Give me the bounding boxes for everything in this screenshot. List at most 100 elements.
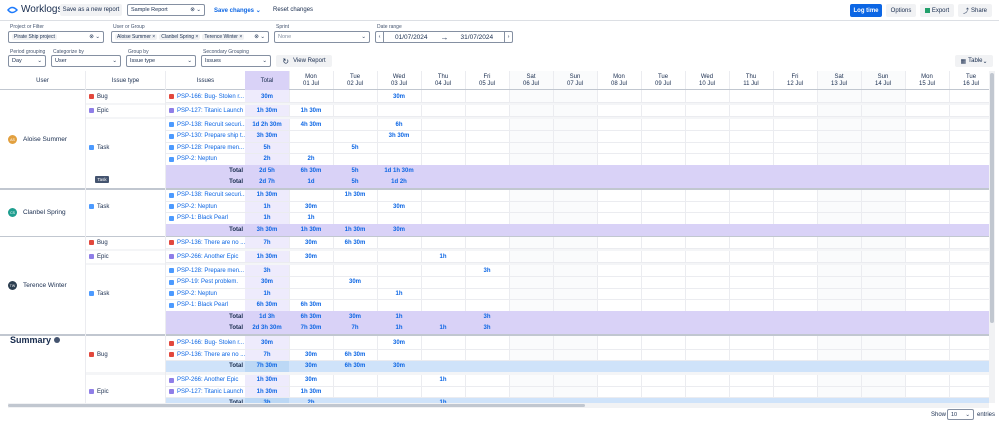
issue-type-text: Task: [97, 203, 110, 210]
issue-type-icon: [169, 108, 174, 114]
issue-link: PSP-128: Prepare men...: [165, 265, 245, 277]
user-name: Aloise Summer: [23, 136, 68, 143]
issue-link-text[interactable]: PSP-138: Recruit securi...: [177, 192, 245, 199]
total-cell: 1h 30m: [256, 253, 278, 260]
header-day-name: Wed: [392, 73, 406, 80]
issue-link-text[interactable]: PSP-2: Neptun: [177, 290, 218, 297]
day-cell: 1h 30m: [344, 192, 366, 199]
header-day-date: 01 Jul: [302, 80, 319, 87]
header-day-date: 13 Jul: [830, 80, 847, 87]
secondary-select[interactable]: Issues ⌄: [201, 55, 271, 67]
total-cell: 1d 3h: [245, 311, 289, 323]
type-separator: [85, 372, 993, 375]
save-changes-button[interactable]: Save changes ⌄: [214, 8, 261, 14]
issue-link-text[interactable]: PSP-136: There are no ...: [177, 239, 245, 246]
issue-link-text[interactable]: PSP-1: Black Pearl: [177, 215, 229, 222]
issue-link-text[interactable]: PSP-128: Prepare men...: [177, 144, 245, 151]
vertical-scrollbar[interactable]: [989, 71, 995, 403]
issue-link-text[interactable]: PSP-19: Pest problem.: [177, 279, 239, 286]
type-separator: [85, 116, 993, 119]
prev-button[interactable]: ‹: [376, 32, 384, 42]
scroll-thumb[interactable]: [990, 73, 994, 323]
next-button[interactable]: ›: [504, 32, 512, 42]
group-label: Group by: [128, 49, 149, 55]
total-cell: 1h 30m: [256, 388, 278, 395]
report-name-input[interactable]: Sample Report ⊗ ⌄: [127, 4, 205, 16]
day-column: [553, 71, 597, 403]
total-cell: 1h 30m: [256, 192, 278, 199]
total-cell: 7h 30m: [245, 360, 289, 372]
issue-link: PSP-127: Titanic Launch: [165, 105, 245, 117]
issue-type-icon: [89, 240, 94, 246]
page-size-select[interactable]: 10 ⌄: [947, 409, 974, 420]
day-cell: 30m: [392, 340, 405, 347]
issue-link-text[interactable]: PSP-127: Titanic Launch: [177, 107, 244, 114]
issue-type-icon: [169, 389, 174, 395]
users-select[interactable]: Aloise Summer × Clanbel Spring × Terence…: [111, 31, 269, 43]
header-day-name: Wed: [700, 73, 714, 80]
period-select[interactable]: Day ⌄: [8, 55, 46, 67]
log-time-button[interactable]: Log time: [850, 4, 882, 17]
issue-link-text[interactable]: PSP-128: Prepare men...: [177, 267, 245, 274]
project-select[interactable]: Pirate Ship project ⊗ ⌄: [8, 31, 104, 43]
clear-caret: ⊗ ⌄: [254, 34, 265, 40]
app-title: Worklogs: [21, 4, 63, 15]
issue-link: PSP-166: Bug- Stolen r...: [165, 338, 245, 350]
summary-title: Summary: [0, 332, 85, 348]
total-label: Total: [229, 167, 243, 174]
issue-type-icon: [169, 204, 174, 210]
issue-link: PSP-2: Neptun: [165, 154, 245, 166]
issue-link-text[interactable]: PSP-266: Another Epic: [177, 253, 239, 260]
row-line: [165, 310, 993, 311]
avatar: AS: [8, 135, 17, 144]
header-day-date: 08 Jul: [610, 80, 627, 87]
horizontal-scrollbar[interactable]: [8, 403, 989, 408]
issue-link: PSP-128: Prepare men...: [165, 142, 245, 154]
issue-type-text: Bug: [97, 239, 108, 246]
sprint-select[interactable]: None ⌄: [274, 31, 370, 43]
categorize-select[interactable]: User ⌄: [51, 55, 121, 67]
issue-link-text[interactable]: PSP-130: Prepare ship t...: [177, 133, 245, 140]
total-cell: 3h 30m: [256, 133, 278, 140]
view-mode-button[interactable]: ▦ Table ⌄: [955, 55, 993, 67]
issue-type: Bug: [85, 91, 165, 103]
issue-link-text[interactable]: PSP-1: Black Pearl: [177, 302, 229, 309]
clear-caret: ⊗ ⌄: [190, 7, 201, 13]
period-value: Day: [12, 58, 22, 64]
share-button[interactable]: ⤴ Share: [958, 4, 992, 17]
date-range[interactable]: ‹ 01/07/2024 → 31/07/2024 ›: [375, 31, 513, 43]
export-button[interactable]: Export: [920, 4, 954, 17]
issue-link-text[interactable]: PSP-2: Neptun: [177, 156, 218, 163]
total-row: [165, 322, 993, 334]
issue-link-text[interactable]: PSP-127: Titanic Launch: [177, 388, 244, 395]
user-name: Terence Winter: [23, 282, 67, 289]
issue-link-text[interactable]: PSP-266: Another Epic: [177, 377, 239, 384]
caret: ⌄: [37, 58, 42, 64]
date-range-label: Date range: [377, 24, 402, 30]
issue-link-text[interactable]: PSP-166: Bug- Stolen r...: [177, 93, 245, 100]
save-as-new-button[interactable]: Save as a new report: [60, 4, 122, 16]
group-select[interactable]: Issue type ⌄: [126, 55, 196, 67]
header-day-name: Tue: [657, 73, 669, 80]
options-button[interactable]: Options: [886, 4, 916, 17]
view-report-button[interactable]: ↻ View Report: [276, 55, 332, 67]
total-cell: 30m: [260, 93, 273, 100]
chip-text: Terence Winter: [204, 34, 238, 40]
issue-link: PSP-130: Prepare ship t...: [165, 131, 245, 143]
table-icon: ▦: [960, 58, 967, 65]
scroll-thumb[interactable]: [8, 404, 585, 407]
help-icon[interactable]: [54, 336, 61, 343]
day-cell: 30m: [304, 239, 317, 246]
total-label: Total: [229, 363, 243, 370]
issue-link-text[interactable]: PSP-136: There are no ...: [177, 351, 245, 358]
day-column: [509, 71, 553, 403]
issue-link-text[interactable]: PSP-166: Bug- Stolen r...: [177, 340, 245, 347]
day-cell: 6h 30m: [300, 302, 322, 309]
caret: ⌄: [965, 411, 970, 418]
issue-link-text[interactable]: PSP-138: Recruit securi...: [177, 121, 245, 128]
day-cell: 5h: [351, 167, 359, 174]
total-cell: 1h 30m: [256, 107, 278, 114]
issue-link-text[interactable]: PSP-2: Neptun: [177, 203, 218, 210]
reset-changes-button[interactable]: Reset changes: [273, 7, 314, 13]
